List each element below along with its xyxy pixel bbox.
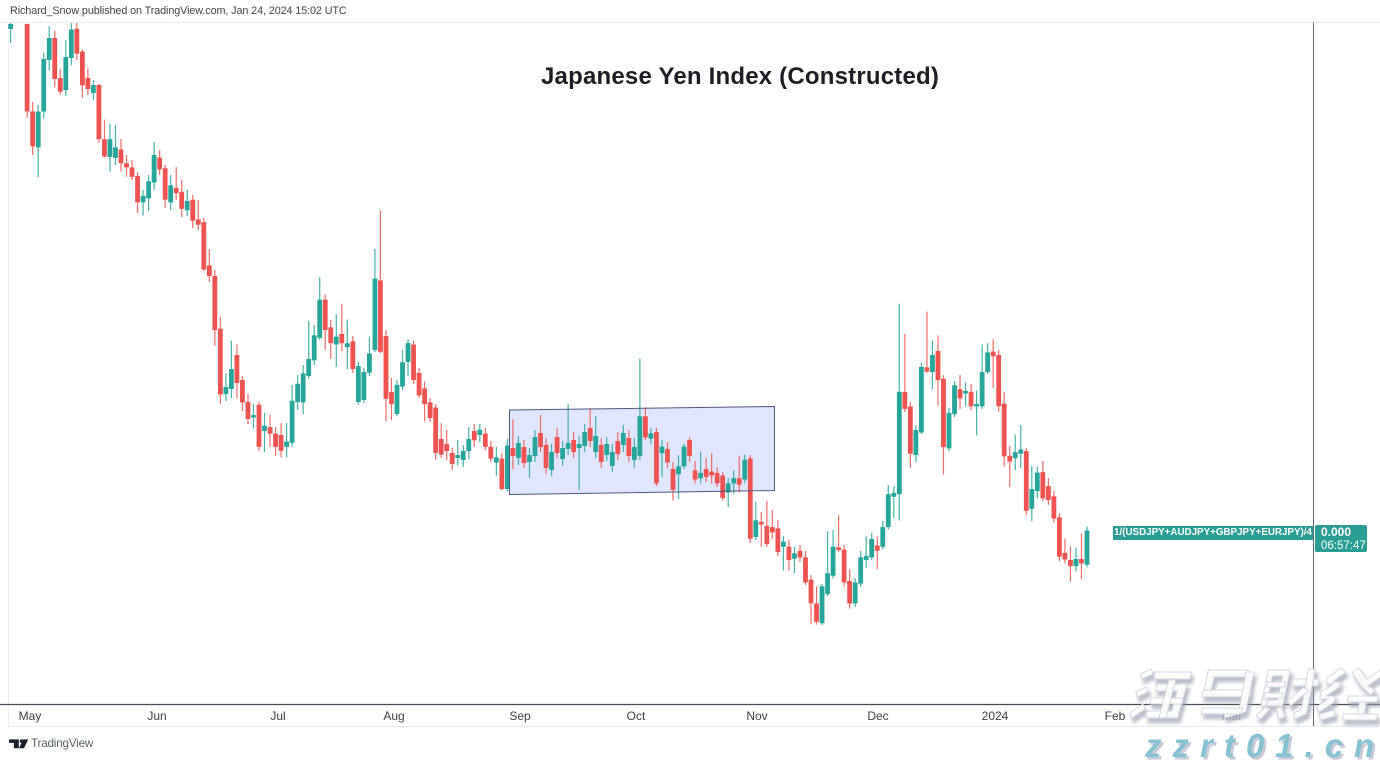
- svg-text:Dec: Dec: [867, 709, 888, 723]
- svg-text:Jun: Jun: [147, 709, 166, 723]
- svg-text:Aug: Aug: [383, 709, 404, 723]
- svg-text:Feb: Feb: [1105, 709, 1126, 723]
- svg-text:Oct: Oct: [627, 709, 646, 723]
- svg-text:Sep: Sep: [509, 709, 531, 723]
- svg-text:Nov: Nov: [746, 709, 767, 723]
- svg-text:Jul: Jul: [270, 709, 285, 723]
- svg-text:2024: 2024: [982, 709, 1009, 723]
- svg-text:May: May: [19, 709, 42, 723]
